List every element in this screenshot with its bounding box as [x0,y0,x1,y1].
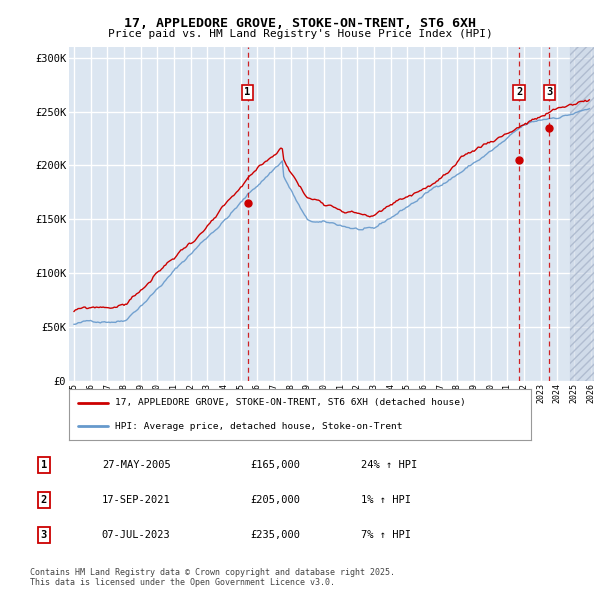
Text: 3: 3 [41,530,47,540]
Text: 2: 2 [516,87,522,97]
Text: 24% ↑ HPI: 24% ↑ HPI [361,460,418,470]
Text: 1: 1 [244,87,251,97]
Text: £235,000: £235,000 [251,530,301,540]
Text: £205,000: £205,000 [251,495,301,505]
Text: 17-SEP-2021: 17-SEP-2021 [102,495,170,505]
Text: 17, APPLEDORE GROVE, STOKE-ON-TRENT, ST6 6XH (detached house): 17, APPLEDORE GROVE, STOKE-ON-TRENT, ST6… [115,398,466,408]
Text: 2: 2 [41,495,47,505]
Text: £165,000: £165,000 [251,460,301,470]
Text: 3: 3 [546,87,553,97]
Text: 27-MAY-2005: 27-MAY-2005 [102,460,170,470]
Text: 7% ↑ HPI: 7% ↑ HPI [361,530,411,540]
Text: 1% ↑ HPI: 1% ↑ HPI [361,495,411,505]
Text: HPI: Average price, detached house, Stoke-on-Trent: HPI: Average price, detached house, Stok… [115,421,403,431]
Bar [570,47,594,381]
Text: 07-JUL-2023: 07-JUL-2023 [102,530,170,540]
Text: 1: 1 [41,460,47,470]
Bar [570,47,594,381]
Text: Contains HM Land Registry data © Crown copyright and database right 2025.
This d: Contains HM Land Registry data © Crown c… [30,568,395,587]
Text: 17, APPLEDORE GROVE, STOKE-ON-TRENT, ST6 6XH: 17, APPLEDORE GROVE, STOKE-ON-TRENT, ST6… [124,17,476,30]
Text: Price paid vs. HM Land Registry's House Price Index (HPI): Price paid vs. HM Land Registry's House … [107,30,493,39]
